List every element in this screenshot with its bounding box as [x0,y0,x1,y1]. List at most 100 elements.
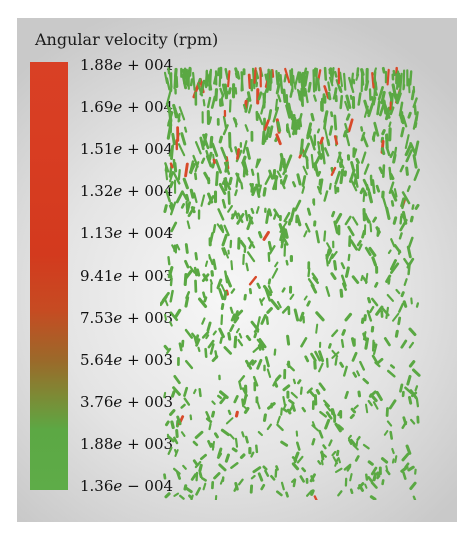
particle-streak [241,431,245,438]
particle-streak [331,210,336,218]
particle-streak [400,465,409,473]
particle-streak [180,132,187,146]
particle-streak [344,390,349,400]
particle-streak [310,489,315,496]
particle-streak [266,423,273,431]
particle-streak [227,190,231,205]
particle-streak [409,215,414,223]
particle-streak [299,475,305,483]
particle-streak [412,368,421,377]
particle-streak [402,471,407,480]
particle-streak [325,254,329,267]
particle-streak [392,153,397,164]
tick-e: e [113,140,123,159]
particle-streak [196,268,201,277]
particle-streak [362,443,370,450]
particle-streak [218,182,227,195]
particle-streak [348,438,353,446]
particle-streak [398,232,403,240]
particle-streak [307,81,312,93]
particle-streak [367,460,374,466]
particle-streak [165,90,172,106]
particle-streak [220,146,228,161]
particle-streak [349,488,354,495]
particle-streak [183,126,188,133]
particle-streak [324,147,330,157]
particle-streak [189,160,195,174]
particle-streak [279,232,284,242]
particle-streak [251,186,257,197]
particle-streak [184,486,193,494]
particle-streak [211,410,216,418]
particle-streak [380,147,386,156]
particle-streak [369,222,373,233]
particle-streak [198,388,202,398]
particle-streak [217,208,225,221]
particle-streak [398,302,405,313]
particle-streak [163,71,169,84]
particle-streak [414,203,420,210]
particle-streak [181,68,186,76]
particle-streak [253,67,257,84]
particle-streak [207,439,213,448]
particle-streak [360,131,366,142]
particle-streak [370,466,378,476]
particle-streak [233,486,238,492]
particle-streak [274,98,279,111]
particle-streak [309,135,316,151]
tick-mantissa: 9.41 [80,266,114,285]
particle-streak [392,216,398,225]
particle-streak [337,424,344,431]
particle-streak [330,111,334,118]
particle-streak [336,151,342,164]
particle-streak [230,313,236,322]
particle-streak [273,381,279,388]
particle-streak [227,331,232,341]
particle-streak [396,70,400,90]
particle-streak [244,124,249,132]
particle-streak [284,67,291,84]
particle-streak [190,473,197,481]
particle-streak [246,251,256,263]
particle-streak [367,297,372,304]
particle-streak [233,394,239,404]
particle-streak [412,154,418,169]
particle-streak [169,181,174,189]
particle-streak [385,206,391,220]
particle-streak [296,173,302,186]
particle-streak [163,344,169,351]
particle-streak [405,444,412,455]
particle-streak [202,98,206,107]
particle-streak [321,150,326,165]
particle-streak [325,411,333,420]
particle-streak [248,275,258,286]
particle-streak [340,338,345,348]
particle-streak [276,415,281,424]
particle-streak [351,351,358,362]
particle-streak [333,260,338,271]
particle-streak [239,453,246,459]
particle-streak [391,83,398,100]
particle-streak [194,460,202,469]
particle-streak [357,92,362,106]
particle-streak [272,106,280,123]
particle-streak [378,166,384,175]
particle-streak [359,360,366,371]
particle-streak [174,75,179,88]
particle-streak [285,259,289,266]
particle-streak [333,135,339,145]
particle-streak [183,273,188,287]
particle-streak [263,130,267,143]
particle-streak [390,200,395,207]
particle-streak [318,362,324,373]
particle-streak [377,86,384,101]
particle-streak [385,306,389,319]
particle-streak [387,249,392,255]
particle-streak [311,272,319,282]
particle-streak [301,467,307,473]
colorbar-tick-label: 1.36e − 004 [80,477,173,495]
particle-streak [262,465,268,471]
tick-e: e [113,434,123,453]
particle-streak [404,143,413,157]
particle-streak [170,420,175,430]
